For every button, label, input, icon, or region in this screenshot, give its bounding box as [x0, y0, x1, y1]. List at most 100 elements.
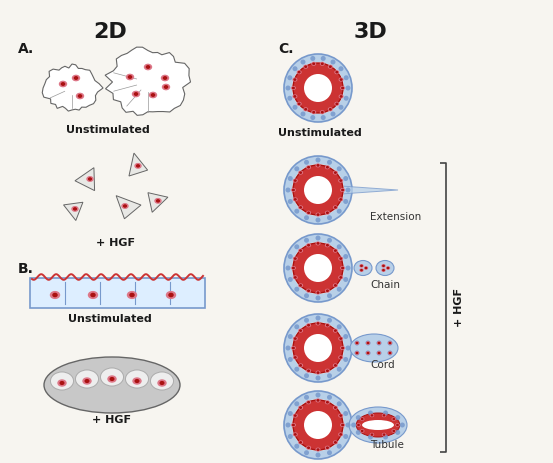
Text: + HGF: + HGF — [92, 415, 132, 425]
Ellipse shape — [339, 433, 342, 436]
Ellipse shape — [389, 343, 390, 344]
Ellipse shape — [336, 72, 338, 73]
Ellipse shape — [357, 424, 360, 426]
Ellipse shape — [317, 449, 319, 450]
Ellipse shape — [88, 178, 91, 180]
Ellipse shape — [150, 372, 174, 390]
Ellipse shape — [160, 382, 164, 384]
Ellipse shape — [144, 64, 152, 69]
Ellipse shape — [340, 415, 342, 416]
Ellipse shape — [300, 365, 301, 366]
Ellipse shape — [133, 378, 141, 384]
Ellipse shape — [400, 423, 405, 427]
Ellipse shape — [335, 102, 338, 105]
Ellipse shape — [333, 406, 337, 409]
Ellipse shape — [58, 380, 66, 386]
Ellipse shape — [300, 60, 305, 64]
Text: 3D: 3D — [353, 22, 387, 42]
Ellipse shape — [316, 375, 321, 381]
Ellipse shape — [339, 276, 342, 279]
Ellipse shape — [337, 287, 342, 292]
Text: Chain: Chain — [370, 280, 400, 290]
Ellipse shape — [304, 238, 309, 243]
Ellipse shape — [326, 289, 329, 292]
Ellipse shape — [340, 96, 342, 97]
Ellipse shape — [330, 66, 331, 67]
Ellipse shape — [72, 75, 80, 81]
Ellipse shape — [308, 325, 309, 326]
Ellipse shape — [367, 352, 369, 354]
Ellipse shape — [383, 434, 388, 439]
Ellipse shape — [294, 179, 297, 182]
Ellipse shape — [346, 86, 351, 90]
Ellipse shape — [333, 171, 337, 174]
Ellipse shape — [293, 267, 294, 269]
Ellipse shape — [50, 372, 74, 390]
Ellipse shape — [356, 343, 358, 344]
Ellipse shape — [110, 378, 114, 381]
Ellipse shape — [321, 63, 323, 64]
Ellipse shape — [284, 234, 352, 302]
Ellipse shape — [316, 164, 320, 167]
Ellipse shape — [339, 337, 342, 340]
Ellipse shape — [299, 206, 302, 209]
Ellipse shape — [156, 200, 159, 202]
Ellipse shape — [308, 244, 309, 246]
Ellipse shape — [383, 415, 385, 416]
Ellipse shape — [340, 357, 342, 358]
Ellipse shape — [291, 87, 295, 89]
Ellipse shape — [294, 276, 297, 279]
Ellipse shape — [158, 380, 166, 386]
Ellipse shape — [364, 267, 368, 269]
Ellipse shape — [294, 433, 297, 436]
Ellipse shape — [331, 60, 336, 64]
Ellipse shape — [75, 77, 77, 79]
Ellipse shape — [383, 265, 384, 266]
Ellipse shape — [333, 249, 337, 252]
Ellipse shape — [293, 323, 343, 373]
Ellipse shape — [304, 411, 332, 439]
Ellipse shape — [393, 431, 394, 432]
Ellipse shape — [291, 424, 295, 426]
Ellipse shape — [389, 352, 392, 354]
Ellipse shape — [367, 342, 369, 344]
Ellipse shape — [317, 400, 319, 401]
Ellipse shape — [312, 63, 316, 65]
Ellipse shape — [316, 218, 321, 223]
Ellipse shape — [299, 364, 302, 367]
Ellipse shape — [294, 199, 296, 200]
Ellipse shape — [163, 84, 170, 90]
Ellipse shape — [299, 284, 302, 287]
Ellipse shape — [164, 86, 168, 88]
Ellipse shape — [327, 290, 328, 291]
Ellipse shape — [382, 265, 385, 267]
Ellipse shape — [371, 434, 373, 435]
Text: Tubule: Tubule — [370, 440, 404, 450]
Ellipse shape — [298, 71, 301, 74]
Ellipse shape — [326, 244, 329, 247]
Ellipse shape — [101, 368, 123, 386]
Ellipse shape — [310, 115, 315, 120]
Ellipse shape — [337, 209, 342, 214]
Ellipse shape — [85, 380, 89, 382]
Ellipse shape — [285, 86, 290, 90]
Ellipse shape — [356, 430, 361, 435]
Ellipse shape — [346, 423, 351, 427]
Ellipse shape — [305, 66, 306, 67]
Ellipse shape — [288, 254, 293, 259]
Ellipse shape — [292, 62, 344, 114]
Ellipse shape — [316, 399, 320, 402]
Ellipse shape — [300, 250, 301, 251]
Ellipse shape — [298, 102, 301, 105]
Ellipse shape — [366, 268, 367, 269]
Ellipse shape — [330, 109, 331, 110]
Ellipse shape — [395, 415, 400, 420]
Polygon shape — [105, 47, 191, 115]
Ellipse shape — [130, 294, 134, 297]
Ellipse shape — [304, 160, 309, 165]
Ellipse shape — [288, 334, 293, 339]
Ellipse shape — [128, 76, 132, 78]
Ellipse shape — [383, 269, 384, 271]
Ellipse shape — [360, 265, 363, 267]
Ellipse shape — [307, 369, 310, 372]
